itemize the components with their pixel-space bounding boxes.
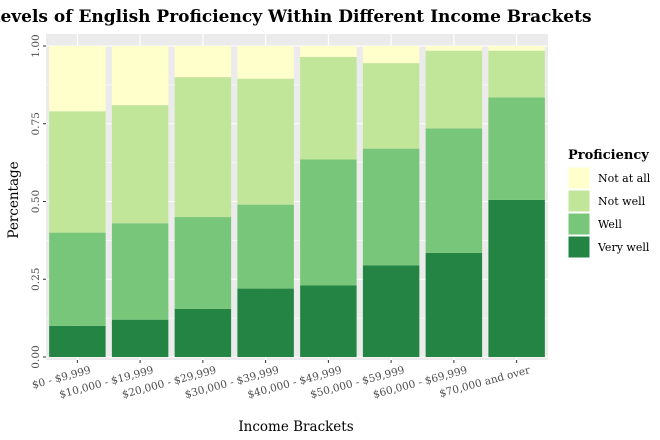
bar-segment-not-well (362, 63, 420, 149)
bar-segment-well (300, 159, 357, 286)
bar-segment-not-well (49, 111, 106, 233)
bar-segment-not-well (488, 50, 545, 98)
bar-segment-very-well (174, 308, 232, 357)
legend-label: Not well (598, 195, 646, 208)
bar-segment-not-well (174, 77, 232, 218)
bar-segment-not-at-all (488, 46, 545, 51)
bar-segment-very-well (362, 265, 420, 357)
bar-segment-well (362, 148, 420, 266)
bar-segment-very-well (488, 199, 545, 357)
bar-segment-well (488, 97, 545, 200)
bar-segment-very-well (425, 252, 483, 357)
legend-title: Proficiency (568, 148, 649, 163)
legend-swatch-not-well (567, 189, 591, 213)
legend-swatch-not-at-all (567, 166, 591, 190)
bar-segment-well (237, 204, 294, 289)
bar-segment-well (49, 232, 106, 326)
legend-label: Very well (597, 241, 650, 254)
bar-segment-not-well (111, 105, 169, 224)
legend-label: Well (598, 218, 622, 231)
bars (49, 46, 545, 357)
x-axis-title: Income Brackets (238, 419, 353, 435)
chart-title: Levels of English Proficiency Within Dif… (0, 7, 592, 27)
y-tick-label: 1.00 (30, 34, 42, 57)
bar-segment-not-at-all (237, 46, 294, 79)
legend-swatch-well (567, 212, 591, 236)
legend: Proficiency Not at all Not well Well Very w… (567, 148, 651, 259)
bar-segment-not-at-all (300, 46, 357, 57)
bar-segment-very-well (49, 325, 106, 357)
y-tick-label: 0.75 (30, 112, 42, 135)
bar-segment-very-well (300, 285, 357, 357)
bar-segment-not-well (425, 50, 483, 129)
y-axis-title: Percentage (6, 161, 22, 238)
bar-segment-not-at-all (49, 46, 106, 112)
bar-segment-not-at-all (174, 46, 232, 78)
bar-segment-not-at-all (111, 46, 169, 106)
y-tick-label: 0.25 (30, 268, 42, 291)
legend-swatch-very-well (567, 235, 591, 259)
y-tick-label: 0.50 (30, 190, 42, 213)
bar-segment-very-well (111, 319, 169, 357)
bar-segment-not-well (300, 56, 357, 160)
bar-segment-well (425, 128, 483, 253)
legend-label: Not at all (598, 172, 651, 185)
y-axis-ticks: 0.00 0.25 0.50 0.75 1.00 (30, 34, 46, 369)
y-tick-label: 0.00 (30, 345, 42, 368)
bar-segment-well (111, 223, 169, 320)
x-axis-ticks: $0 - $9,999$10,000 - $19,999$20,000 - $2… (31, 360, 532, 401)
bar-segment-not-at-all (425, 46, 483, 51)
bar-segment-well (174, 217, 232, 309)
bar-segment-very-well (237, 288, 294, 357)
bar-segment-not-well (237, 78, 294, 205)
bar-segment-not-at-all (362, 46, 420, 64)
